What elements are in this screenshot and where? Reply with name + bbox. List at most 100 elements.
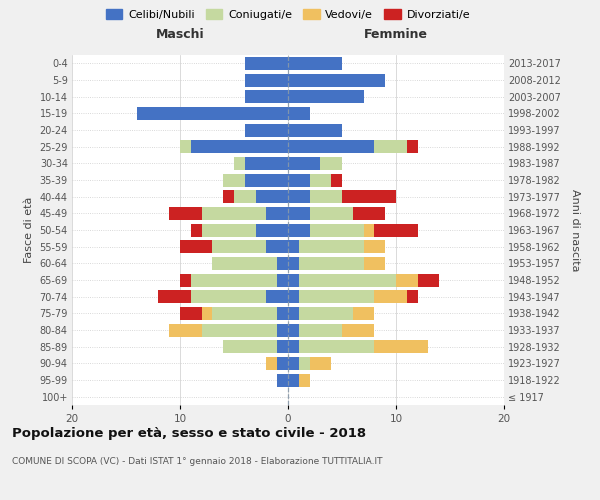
Bar <box>342 190 396 203</box>
Bar <box>277 257 288 270</box>
Bar <box>212 240 266 253</box>
Bar <box>288 274 299 286</box>
Bar <box>407 290 418 303</box>
Bar <box>212 307 277 320</box>
Bar <box>277 307 288 320</box>
Bar <box>353 207 385 220</box>
Bar <box>234 190 256 203</box>
Bar <box>245 74 288 86</box>
Bar <box>288 357 299 370</box>
Bar <box>266 240 288 253</box>
Bar <box>245 174 288 186</box>
Bar <box>310 357 331 370</box>
Bar <box>137 107 288 120</box>
Bar <box>299 307 353 320</box>
Bar <box>169 324 202 336</box>
Bar <box>288 57 342 70</box>
Bar <box>245 57 288 70</box>
Bar <box>288 224 310 236</box>
Bar <box>191 290 266 303</box>
Bar <box>288 90 364 103</box>
Bar <box>288 190 310 203</box>
Bar <box>374 340 428 353</box>
Bar <box>288 107 310 120</box>
Bar <box>353 307 374 320</box>
Y-axis label: Anni di nascita: Anni di nascita <box>571 188 580 271</box>
Bar <box>288 240 299 253</box>
Bar <box>234 157 245 170</box>
Bar <box>191 274 277 286</box>
Bar <box>202 307 212 320</box>
Bar <box>277 274 288 286</box>
Bar <box>158 290 191 303</box>
Bar <box>288 340 299 353</box>
Bar <box>299 374 310 386</box>
Bar <box>202 207 266 220</box>
Bar <box>299 240 364 253</box>
Bar <box>320 157 342 170</box>
Bar <box>266 357 277 370</box>
Bar <box>374 140 407 153</box>
Bar <box>202 224 256 236</box>
Bar <box>256 190 288 203</box>
Text: Maschi: Maschi <box>155 28 205 41</box>
Bar <box>288 74 385 86</box>
Bar <box>202 324 277 336</box>
Bar <box>180 307 202 320</box>
Bar <box>299 274 396 286</box>
Bar <box>180 240 212 253</box>
Bar <box>331 174 342 186</box>
Bar <box>299 340 374 353</box>
Bar <box>310 207 353 220</box>
Bar <box>169 207 202 220</box>
Bar <box>364 240 385 253</box>
Bar <box>342 324 374 336</box>
Bar <box>288 257 299 270</box>
Bar <box>191 224 202 236</box>
Bar <box>288 157 320 170</box>
Bar <box>299 290 374 303</box>
Bar <box>288 374 299 386</box>
Bar <box>191 140 288 153</box>
Bar <box>364 224 374 236</box>
Text: COMUNE DI SCOPA (VC) - Dati ISTAT 1° gennaio 2018 - Elaborazione TUTTITALIA.IT: COMUNE DI SCOPA (VC) - Dati ISTAT 1° gen… <box>12 458 383 466</box>
Bar <box>277 357 288 370</box>
Bar <box>374 224 418 236</box>
Bar <box>310 224 364 236</box>
Text: Popolazione per età, sesso e stato civile - 2018: Popolazione per età, sesso e stato civil… <box>12 428 366 440</box>
Bar <box>407 140 418 153</box>
Legend: Celibi/Nubili, Coniugati/e, Vedovi/e, Divorziati/e: Celibi/Nubili, Coniugati/e, Vedovi/e, Di… <box>101 4 475 24</box>
Bar <box>418 274 439 286</box>
Bar <box>310 174 331 186</box>
Bar <box>288 207 310 220</box>
Bar <box>277 340 288 353</box>
Bar <box>180 140 191 153</box>
Bar <box>288 307 299 320</box>
Bar <box>288 124 342 136</box>
Bar <box>364 257 385 270</box>
Bar <box>223 340 277 353</box>
Y-axis label: Fasce di età: Fasce di età <box>24 197 34 263</box>
Bar <box>223 174 245 186</box>
Bar <box>299 257 364 270</box>
Bar <box>288 140 374 153</box>
Bar <box>277 374 288 386</box>
Bar <box>245 90 288 103</box>
Bar <box>288 324 299 336</box>
Bar <box>288 290 299 303</box>
Bar <box>374 290 407 303</box>
Bar <box>245 124 288 136</box>
Bar <box>277 324 288 336</box>
Bar <box>223 190 234 203</box>
Bar <box>212 257 277 270</box>
Bar <box>310 190 342 203</box>
Bar <box>266 290 288 303</box>
Bar <box>245 157 288 170</box>
Bar <box>396 274 418 286</box>
Bar <box>299 324 342 336</box>
Bar <box>256 224 288 236</box>
Bar <box>288 174 310 186</box>
Text: Femmine: Femmine <box>364 28 428 41</box>
Bar <box>266 207 288 220</box>
Bar <box>180 274 191 286</box>
